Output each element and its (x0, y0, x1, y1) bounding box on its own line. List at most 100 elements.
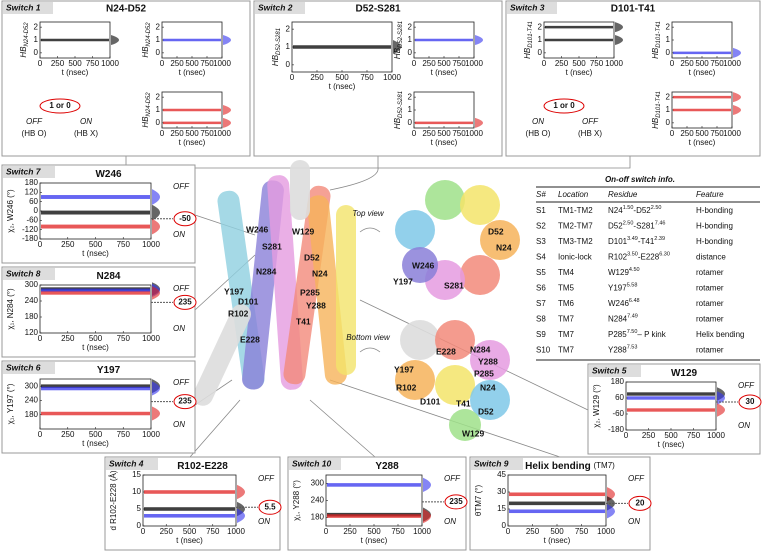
switch-tag-bg (507, 2, 557, 14)
title-main: W246 (95, 169, 122, 180)
residue: D101 (608, 237, 628, 246)
threshold-oval (738, 394, 762, 410)
table-cell: TM3-TM2 (558, 237, 593, 246)
y-tick-label: 1 (408, 105, 413, 114)
threshold-oval (173, 211, 197, 227)
state-on: ON (173, 324, 185, 333)
y-tick-label: 2 (34, 22, 39, 31)
histogram (717, 403, 725, 417)
switch-panel: Switch 6 Y197 0 250 500 750 1000 180 240 300 t (ns… (1, 360, 197, 454)
y-tick-label: 180 (25, 410, 39, 419)
panel-box (1, 0, 251, 157)
y-tick-label: 2 (156, 92, 161, 101)
trace-band (545, 25, 613, 29)
residue-label: Y197 (394, 364, 414, 374)
legend-note: (HB O) (526, 129, 551, 138)
table-cell: TM7 (558, 315, 575, 324)
x-axis-label: t (nsec) (431, 68, 458, 77)
panel-title: R102-E228 (177, 461, 228, 472)
state-on: ON (173, 230, 185, 239)
legend-item: OFF (582, 117, 599, 126)
switch-panel: Switch 9 Helix bending (TM7) 0 250 500 750 100… (469, 456, 652, 551)
histogram (475, 117, 483, 128)
histogram (152, 189, 160, 205)
y-tick-label: 0 (408, 48, 413, 57)
x-tick-label: 0 (624, 431, 629, 440)
table-cell: P2857.50– P kink (608, 329, 667, 339)
residue: -S281 (633, 222, 655, 231)
y-axis-label: d R102-E228 (Å) (109, 470, 118, 530)
table-title: On-off switch info. (605, 175, 675, 184)
residue: -D52 (633, 206, 651, 215)
switch-tag: Switch 8 (6, 268, 41, 278)
x-tick-label: 750 (117, 334, 131, 343)
histogram (733, 104, 741, 116)
residue-label: Y197 (224, 286, 244, 296)
trace-band (41, 386, 150, 391)
histogram (733, 47, 741, 58)
x-axis-label: t (nsec) (62, 68, 89, 77)
switch-tag-bg (3, 166, 55, 178)
trace-band (293, 45, 391, 49)
trace-band (144, 507, 235, 511)
x-tick-label: 0 (324, 527, 329, 536)
y-label-sub: N24-D52 (146, 22, 152, 47)
trace-band (509, 492, 605, 497)
superscript: 2.39 (654, 236, 665, 242)
x-tick-label: 250 (310, 73, 324, 82)
histogram (717, 391, 725, 405)
panel-title: Y197 (97, 365, 121, 376)
table-cell: R1023.50-E2286.30 (608, 252, 670, 262)
trace-band (627, 396, 715, 400)
panel-title: W129 (671, 368, 698, 379)
y-tick-label: 2 (538, 22, 543, 31)
x-tick-label: 250 (61, 430, 75, 439)
x-axis-label: t (nsec) (361, 536, 388, 545)
table-cell: TM5 (558, 284, 575, 293)
trace-band (673, 51, 731, 55)
y-tick-label: 2 (286, 24, 291, 33)
x-tick-label: 250 (422, 129, 436, 138)
histogram (237, 484, 245, 500)
trace-band (163, 121, 221, 125)
trace-band (327, 514, 421, 518)
y-label-sub: D52-S281 (276, 28, 282, 55)
y-tick-label: 0 (34, 206, 39, 215)
y-tick-label: 240 (25, 396, 39, 405)
residue-label: Y288 (478, 356, 498, 366)
residue-label: S281 (262, 241, 282, 251)
state-on: ON (258, 517, 270, 526)
table-cell: S4 (536, 253, 546, 262)
title-main: Y288 (375, 461, 399, 472)
residue-label: Y197 (393, 276, 413, 286)
x-tick-label: 750 (575, 527, 589, 536)
x-tick-label: 500 (437, 129, 451, 138)
residue: N284 (608, 315, 628, 324)
x-tick-label: 500 (550, 527, 564, 536)
y-tick-label: 1 (408, 35, 413, 44)
histogram (423, 477, 431, 493)
y-label-sub: D101-T41 (528, 21, 534, 48)
threshold-label: 30 (746, 397, 755, 406)
residue: Y197 (608, 284, 627, 293)
state-on: ON (173, 420, 185, 429)
table-cell: rotamer (696, 268, 724, 277)
x-tick-label: 0 (38, 334, 43, 343)
x-tick-label: 1000 (465, 59, 483, 68)
state-off: OFF (258, 474, 275, 483)
x-tick-label: 500 (437, 59, 451, 68)
panel-title: W246 (95, 169, 122, 180)
superscript: 5.58 (627, 283, 638, 289)
trace-band (144, 490, 235, 494)
x-tick-label: 500 (183, 527, 197, 536)
trace-band (41, 224, 150, 229)
table-cell: S5 (536, 268, 546, 277)
x-tick-label: 0 (670, 59, 675, 68)
y-tick-label: 120 (25, 328, 39, 337)
trace-band (41, 384, 150, 388)
y-label-main: HB (523, 47, 532, 59)
histogram (152, 286, 160, 300)
x-tick-label: 250 (680, 129, 694, 138)
y-label-sub: D101-T41 (656, 21, 662, 48)
